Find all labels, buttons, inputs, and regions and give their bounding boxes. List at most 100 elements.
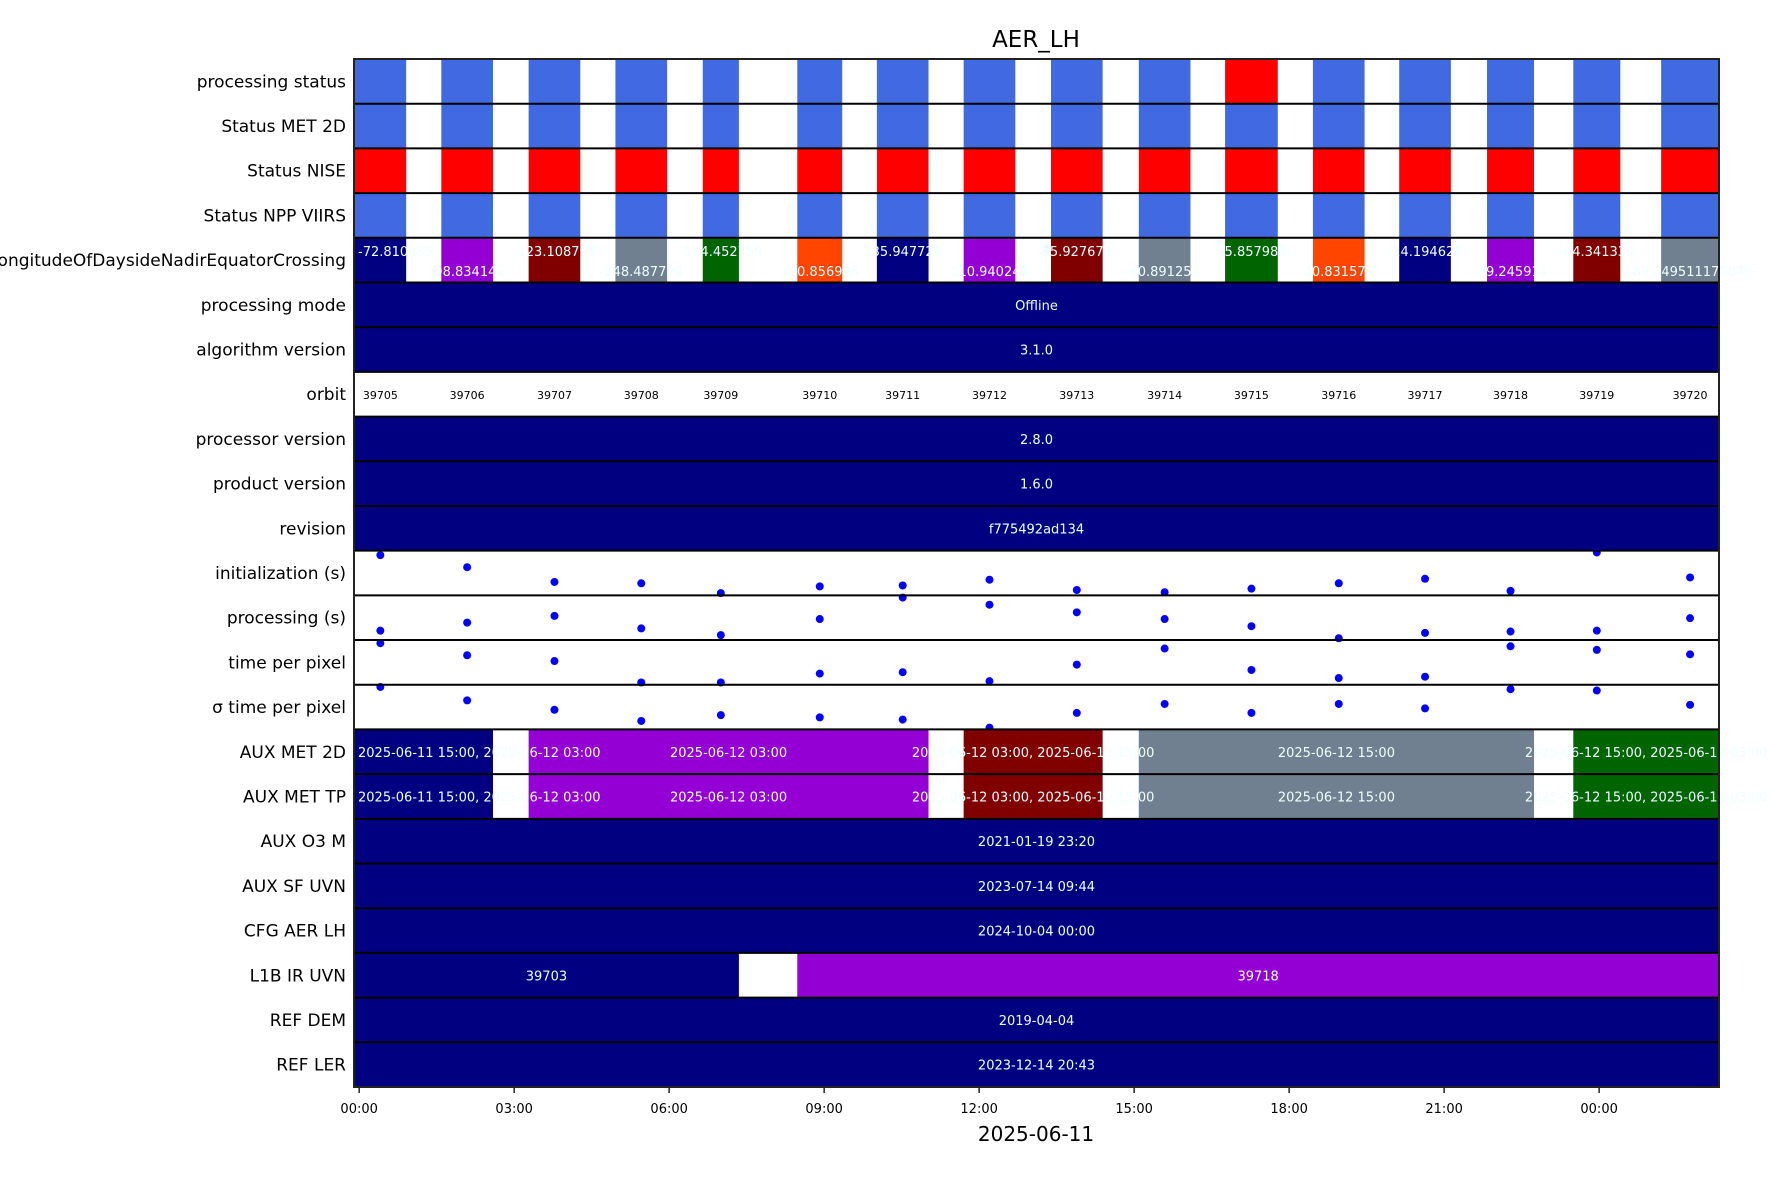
- granule-cell: [876, 103, 929, 149]
- granule-cell: [1399, 148, 1451, 194]
- data-point: [1592, 626, 1601, 635]
- data-point: [550, 705, 559, 714]
- bar-label: 2025-06-12 15:00, 2025-06-13 03:00: [1525, 790, 1768, 805]
- data-point: [376, 551, 385, 560]
- granule-value-label: -64.341339: [1559, 245, 1634, 260]
- orbit-label: 39718: [1493, 389, 1528, 402]
- row-label: AUX MET 2D: [240, 743, 346, 763]
- granule-cell: [702, 237, 739, 283]
- granule-cell: [441, 237, 493, 283]
- granule-cell: [797, 193, 843, 238]
- data-point: [985, 575, 994, 584]
- granule-cell: [1399, 103, 1451, 149]
- bar-label: 2025-06-12 03:00, 2025-06-12 15:00: [912, 790, 1155, 805]
- granule-value-label: -123.108765: [513, 245, 596, 260]
- bar-segment: [1138, 774, 1535, 819]
- data-point: [716, 631, 725, 640]
- data-point: [1506, 586, 1515, 595]
- x-axis: 00:00 03:00 06:00 09:00 12:00 15:00 18:00 21:00…: [340, 1087, 1618, 1117]
- row-aux-met-tp: 2025-06-11 15:00, 2025-06-12 03:00 2025-0…: [354, 773, 1768, 819]
- granule-cell: [528, 148, 581, 194]
- row-label: Status NPP VIIRS: [204, 206, 346, 226]
- granule-cell: [1225, 237, 1278, 283]
- bar-label: 2025-06-11 15:00, 2025-06-12 03:00: [358, 746, 601, 761]
- row-label: processor version: [196, 430, 346, 450]
- granule-cell: [528, 237, 581, 283]
- granule-cell: [1138, 103, 1191, 149]
- row-label: CFG AER LH: [244, 922, 346, 942]
- x-tick-label: 06:00: [650, 1102, 687, 1117]
- row-label: AUX O3 M: [261, 832, 346, 852]
- data-point: [550, 611, 559, 620]
- bar-label: 39718: [1237, 969, 1278, 984]
- granule-cell: [354, 237, 407, 283]
- bar-label: 2025-06-12 15:00: [1278, 790, 1395, 805]
- granule-cell: [1487, 148, 1535, 194]
- granule-cell: [1661, 59, 1719, 104]
- orbit-label: 39708: [624, 389, 659, 402]
- data-point: [1421, 574, 1430, 583]
- row-aux-sf-uvn: 2023-07-14 09:44: [354, 862, 1719, 909]
- bar-segment: [354, 908, 1719, 953]
- data-point: [1072, 608, 1081, 617]
- bar-label: 2025-06-12 03:00: [670, 746, 787, 761]
- data-point: [550, 577, 559, 586]
- granule-cell: [1573, 148, 1621, 194]
- granule-value-label: 110.940247: [950, 265, 1029, 280]
- data-point: [637, 624, 646, 633]
- granule-cell: [963, 237, 1016, 283]
- bar-segment: [354, 997, 1719, 1043]
- data-point: [1506, 685, 1515, 694]
- row-product-version: 1.6.0: [354, 460, 1719, 506]
- granule-cell: [1487, 237, 1535, 283]
- granule-cell: [1138, 148, 1191, 194]
- data-point: [1334, 579, 1343, 588]
- bar-label: 2025-06-12 03:00: [670, 790, 787, 805]
- bar-segment: [354, 774, 493, 819]
- data-point: [463, 563, 472, 572]
- row-status-npp-viirs: [354, 192, 1719, 238]
- granule-cell: [1399, 237, 1451, 283]
- bar-label: Offline: [1015, 299, 1058, 314]
- data-point: [1686, 650, 1695, 659]
- row-label: Status NISE: [247, 162, 346, 182]
- granule-cell: [1573, 237, 1621, 283]
- x-tick-label: 09:00: [805, 1102, 842, 1117]
- row-label: algorithm version: [196, 341, 346, 361]
- row-time-per-pixel: [354, 639, 1719, 687]
- row-status-nise: [354, 147, 1719, 194]
- data-point: [637, 716, 646, 725]
- granule-value-label: 60.891251: [1129, 265, 1199, 280]
- granule-cell: [1225, 103, 1278, 149]
- bar-label: 2023-12-14 20:43: [978, 1059, 1095, 1074]
- data-point: [1072, 708, 1081, 717]
- row-processor-version: 2.8.0: [354, 415, 1719, 462]
- data-point: [716, 711, 725, 720]
- data-point: [898, 581, 907, 590]
- granule-cell: [1050, 148, 1103, 194]
- row-l1b-ir-uvn: 39703 39718: [354, 951, 1719, 998]
- granule-value-label: -72.810485: [358, 245, 433, 260]
- row-aux-o3-m: 2021-01-19 23:20: [354, 817, 1719, 864]
- granule-value-label: 35.857983: [1216, 245, 1286, 260]
- data-point: [376, 626, 385, 635]
- data-point: [1421, 672, 1430, 681]
- data-point: [985, 677, 994, 686]
- granule-cell: [1138, 237, 1191, 283]
- granule-cell: [963, 59, 1016, 104]
- row-cfg-aer-lh: 2024-10-04 00:00: [354, 907, 1719, 953]
- orbit-label: 39719: [1579, 389, 1614, 402]
- data-point: [1247, 584, 1256, 593]
- data-point: [1160, 644, 1169, 653]
- bar-label: 3.1.0: [1020, 344, 1053, 359]
- data-point: [1247, 622, 1256, 631]
- bar-segment: [963, 774, 1103, 819]
- bar-label: 2023-07-14 09:44: [978, 880, 1095, 895]
- granule-cell: [797, 103, 843, 149]
- bar-segment: [354, 729, 493, 775]
- granule-cell: [1399, 59, 1451, 104]
- data-point: [898, 668, 907, 677]
- data-point: [1592, 548, 1601, 557]
- granule-cell: [702, 148, 739, 194]
